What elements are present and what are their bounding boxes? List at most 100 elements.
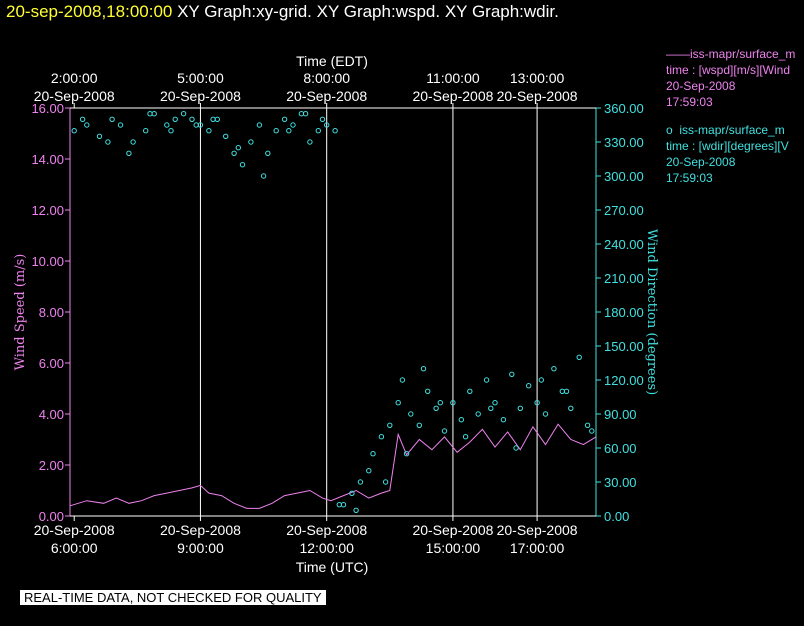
bottom-tick-label: 12:00:00 <box>299 540 354 556</box>
right-tick-label: 60.00 <box>604 441 637 456</box>
wind-direction-point <box>584 422 591 428</box>
graph-title-wdir: XY Graph:wdir. <box>444 2 559 21</box>
top-tick-label: 20-Sep-2008 <box>412 88 493 104</box>
wind-direction-point <box>349 490 355 496</box>
legend-direction-date: 20-Sep-2008 <box>666 155 736 169</box>
legend-direction: o iss-mapr/surface_m time : [wdir][degre… <box>666 122 804 186</box>
right-tick-label: 330.00 <box>604 135 644 150</box>
wind-direction-point <box>286 128 292 134</box>
wind-speed-line <box>69 423 597 509</box>
bottom-tick-label: 20-Sep-2008 <box>286 522 367 538</box>
wind-direction-point <box>168 128 174 134</box>
top-tick-label: 8:00:00 <box>303 70 350 86</box>
wind-direction-point <box>395 400 401 406</box>
left-tick-label: 6.00 <box>39 356 64 371</box>
graph-title-wspd: XY Graph:wspd. <box>316 2 441 21</box>
legend-direction-marker: o <box>666 123 673 137</box>
wind-direction-point <box>147 111 153 117</box>
left-tick-label: 4.00 <box>39 407 64 422</box>
wind-direction-point <box>475 411 481 417</box>
wind-direction-point <box>223 133 229 140</box>
legend-speed-marker: —— <box>666 47 690 61</box>
legend-speed-time: 17:59:03 <box>666 95 713 109</box>
right-tick-label: 90.00 <box>604 407 637 422</box>
left-tick-label: 16.00 <box>31 101 64 116</box>
wind-direction-point <box>164 122 170 128</box>
left-tick-label: 8.00 <box>39 305 64 320</box>
graph-header: 20-sep-2008,18:00:00 XY Graph:xy-grid. X… <box>6 2 559 22</box>
wind-direction-point <box>576 354 582 360</box>
wind-direction-point <box>492 400 498 406</box>
top-tick-label: 13:00:00 <box>510 70 565 86</box>
right-tick-label: 180.00 <box>604 305 644 320</box>
wind-direction-point <box>441 428 448 434</box>
wind-direction-point <box>248 139 254 145</box>
wind-direction-point <box>336 502 342 508</box>
top-tick-label: 2:00:00 <box>51 70 98 86</box>
wind-direction-point <box>302 111 309 117</box>
top-tick-label: 20-Sep-2008 <box>34 88 115 104</box>
wind-direction-point <box>231 150 237 157</box>
wind-direction-point <box>105 139 111 145</box>
wind-direction-point <box>172 116 178 123</box>
wind-direction-point <box>517 405 523 411</box>
bottom-tick-label: 20-Sep-2008 <box>497 522 578 538</box>
left-tick-label: 14.00 <box>31 152 64 167</box>
top-tick-label: 11:00:00 <box>426 70 480 86</box>
wind-direction-point <box>193 122 199 128</box>
top-tick-label: 20-Sep-2008 <box>160 88 241 104</box>
wind-direction-point <box>437 400 443 406</box>
bottom-tick-label: 6:00:00 <box>51 540 98 556</box>
wind-direction-point <box>378 434 385 440</box>
wind-direction-point <box>526 383 532 389</box>
left-axis-label: Wind Speed (m/s) <box>13 254 28 371</box>
bottom-tick-label: 15:00:00 <box>426 540 481 556</box>
left-tick-label: 2.00 <box>39 458 64 473</box>
wind-direction-point <box>180 111 187 117</box>
wind-direction-point <box>542 411 549 417</box>
right-tick-label: 300.00 <box>604 169 644 184</box>
bottom-tick-label: 9:00:00 <box>177 540 224 556</box>
tick-labels: 0.00 2.00 4.00 6.00 8.00 10.00 12.00 14.00 16.00… <box>31 70 643 556</box>
legend-direction-time: 17:59:03 <box>666 171 713 185</box>
wind-direction-point <box>589 428 595 434</box>
wind-direction-point <box>500 417 507 423</box>
wind-direction-point <box>433 405 439 411</box>
right-tick-label: 240.00 <box>604 237 644 252</box>
wind-direction-point <box>332 128 338 134</box>
legend-direction-variable: time : [wdir][degrees][V <box>666 139 789 153</box>
gridlines <box>199 108 538 516</box>
wind-direction-point <box>462 434 469 440</box>
wind-direction-point <box>117 122 124 128</box>
wind-direction-point <box>509 371 515 377</box>
wind-direction-point <box>382 479 389 485</box>
wind-direction-point <box>273 128 279 134</box>
legend-direction-line-1: o iss-mapr/surface_m <box>666 122 804 138</box>
wind-direction-point <box>79 116 86 123</box>
axes <box>69 107 597 517</box>
wind-direction-point <box>538 377 544 383</box>
legend-speed-source: iss-mapr/surface_m <box>690 47 796 61</box>
wind-direction-point <box>403 451 410 457</box>
wind-direction-point <box>425 388 431 394</box>
legend-speed: ——iss-mapr/surface_m time : [wspd][m/s][… <box>666 46 804 110</box>
wind-direction-point <box>488 405 494 411</box>
left-tick-label: 10.00 <box>31 254 64 269</box>
left-tick-label: 12.00 <box>31 203 64 218</box>
wind-direction-point <box>370 451 376 457</box>
wind-speed-series <box>69 423 597 509</box>
wind-direction-point <box>109 116 115 123</box>
wind-direction-point <box>260 173 267 179</box>
top-axis-label: Time (EDT) <box>296 53 368 69</box>
right-axis-label: Wind Direction (degrees) <box>644 229 659 395</box>
legend-speed-variable: time : [wspd][m/s][Wind <box>666 63 791 77</box>
wind-direction-point <box>568 405 574 411</box>
wind-direction-point <box>551 366 557 372</box>
wind-direction-point <box>353 507 359 513</box>
wind-direction-point <box>324 122 330 128</box>
right-tick-label: 30.00 <box>604 475 637 490</box>
legend-speed-line-1: ——iss-mapr/surface_m <box>666 46 804 62</box>
wind-direction-point <box>71 128 77 134</box>
wind-direction-point <box>84 122 90 128</box>
wind-direction-point <box>416 422 422 428</box>
